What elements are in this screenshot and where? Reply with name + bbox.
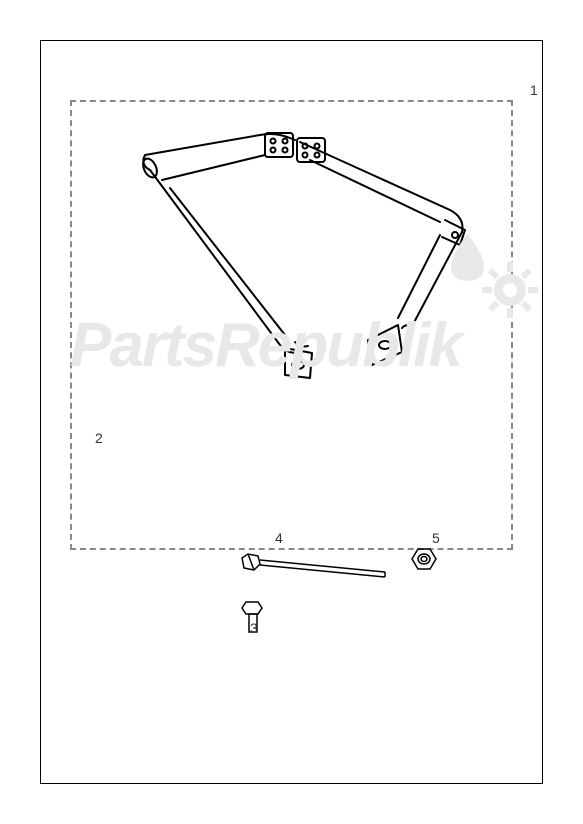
callout-4: 4 xyxy=(275,530,283,546)
callout-1: 1 xyxy=(530,82,538,98)
callout-5: 5 xyxy=(432,530,440,546)
long-bolt-drawing xyxy=(240,550,390,580)
callout-3: 3 xyxy=(250,620,258,636)
callout-2: 2 xyxy=(95,430,103,446)
watermark-gear-icon xyxy=(480,260,540,320)
nut-drawing xyxy=(410,545,440,575)
diagram-container: 1 2 3 4 5 PartsRepublik xyxy=(40,40,543,784)
